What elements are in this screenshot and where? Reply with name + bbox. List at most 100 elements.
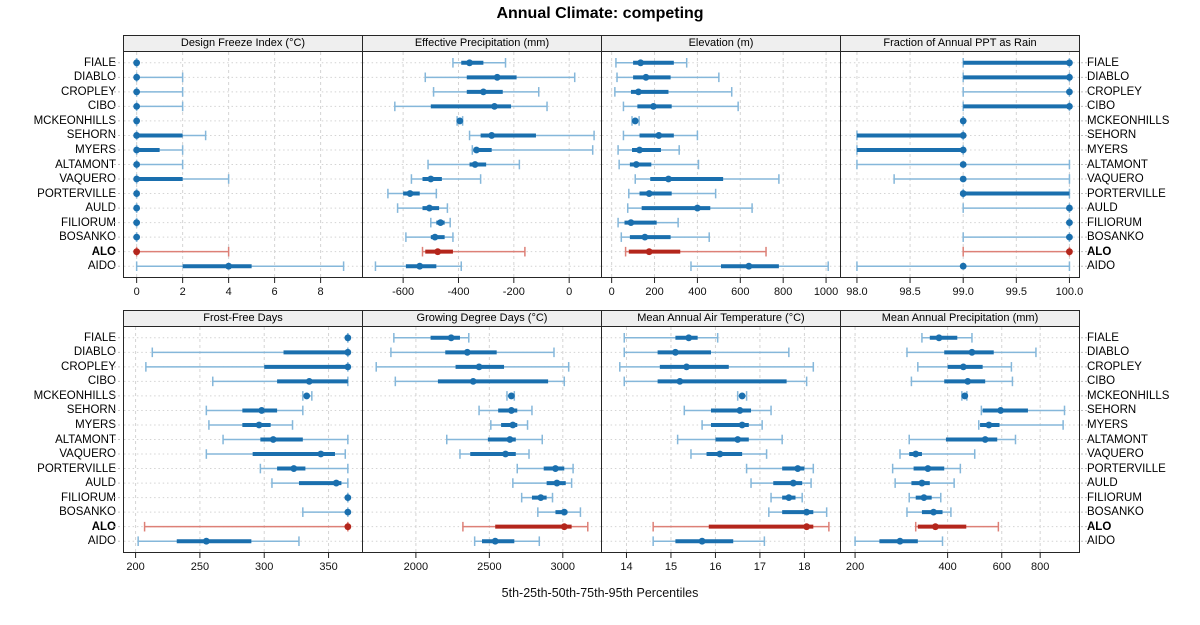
axis-tick-label: 8 <box>318 286 324 298</box>
panel-3 <box>840 51 1080 278</box>
median-dot <box>133 132 141 139</box>
x-axis-label: 5th-25th-50th-75th-95th Percentiles <box>501 586 699 600</box>
median-dot <box>959 363 967 371</box>
axis-tick-label: 250 <box>191 561 209 573</box>
median-dot <box>344 508 352 516</box>
site-label-right-porterville: PORTERVILLE <box>1087 462 1166 475</box>
median-dot <box>475 363 483 371</box>
median-dot <box>1066 88 1073 96</box>
site-label-left-porterville: PORTERVILLE <box>37 462 116 475</box>
panel-2 <box>601 51 841 278</box>
site-label-left-cibo: CIBO <box>87 375 116 388</box>
site-label-right-aido: AIDO <box>1087 260 1116 273</box>
axis-tick-label: 200 <box>126 561 144 573</box>
axis-tick-label: 350 <box>319 561 337 573</box>
site-label-right-vaquero: VAQUERO <box>1087 448 1144 461</box>
chart-title: Annual Climate: competing <box>496 5 704 22</box>
panel-6 <box>601 326 841 553</box>
median-dot <box>488 132 496 139</box>
site-label-left-fiale: FIALE <box>84 56 116 69</box>
median-dot <box>632 161 640 168</box>
site-label-left-sehorn: SEHORN <box>66 129 116 142</box>
x-axis: 14 15 16 17 18 <box>620 553 811 573</box>
axis-tick-label: 800 <box>774 286 792 298</box>
median-dot <box>133 161 141 168</box>
median-dot <box>794 465 802 472</box>
median-dot <box>631 117 639 125</box>
site-label-left-alo: ALO <box>91 520 116 533</box>
median-dot <box>698 537 706 545</box>
site-label-right-cibo: CIBO <box>1087 100 1116 113</box>
median-dot <box>959 117 967 125</box>
site-label-left-altamont: ALTAMONT <box>55 433 116 446</box>
median-dot <box>426 204 433 212</box>
median-dot <box>959 262 967 270</box>
median-dot <box>676 377 684 385</box>
median-dot <box>258 407 266 414</box>
median-dot <box>560 523 568 531</box>
panel-strip-title: Growing Degree Days (°C) <box>362 310 602 327</box>
median-dot <box>931 523 939 531</box>
median-dot <box>469 377 477 385</box>
median-dot <box>255 421 263 429</box>
panel-plot-area <box>363 52 601 277</box>
median-dot <box>641 233 649 241</box>
median-dot <box>920 494 928 502</box>
site-label-right-sehorn: SEHORN <box>1087 129 1137 142</box>
site-label-right-diablo: DIABLO <box>1087 346 1130 359</box>
site-label-left-diablo: DIABLO <box>73 346 116 359</box>
site-label-right-altamont: ALTAMONT <box>1087 158 1148 171</box>
panel-strip-title: Elevation (m) <box>601 35 841 52</box>
median-dot <box>803 508 811 516</box>
site-label-left-cropley: CROPLEY <box>61 360 116 373</box>
median-dot <box>745 262 753 270</box>
axis-tick-label: -600 <box>392 286 414 298</box>
median-dot <box>509 421 517 429</box>
median-dot <box>537 494 545 502</box>
axis-tick-label: 17 <box>754 561 766 573</box>
site-label-right-auld: AULD <box>1087 477 1118 490</box>
site-label-right-fiale: FIALE <box>1087 56 1119 69</box>
panel-plot-area <box>124 52 362 277</box>
median-dot <box>642 73 650 81</box>
axis-tick-label: 6 <box>272 286 278 298</box>
axis-tick-label: 400 <box>688 286 706 298</box>
site-label-left-aido: AIDO <box>87 260 116 273</box>
median-dot <box>317 450 325 458</box>
site-label-left-cibo: CIBO <box>87 100 116 113</box>
panel-plot-area <box>841 52 1079 277</box>
median-dot <box>981 436 989 443</box>
site-label-right-porterville: PORTERVILLE <box>1087 187 1166 200</box>
median-dot <box>344 523 352 531</box>
site-label-right-altamont: ALTAMONT <box>1087 433 1148 446</box>
axis-tick-label: 100.0 <box>1056 286 1084 298</box>
axis-tick-label: 2500 <box>477 561 501 573</box>
median-dot <box>789 479 797 487</box>
axis-tick-label: 1000 <box>814 286 838 298</box>
median-dot <box>803 523 811 531</box>
median-dot <box>959 161 967 168</box>
site-label-left-altamont: ALTAMONT <box>55 158 116 171</box>
panel-strip-title: Effective Precipitation (mm) <box>362 35 602 52</box>
median-dot <box>133 233 141 241</box>
site-label-right-sehorn: SEHORN <box>1087 404 1137 417</box>
site-label-left-fiale: FIALE <box>84 331 116 344</box>
median-dot <box>964 377 972 385</box>
median-dot <box>959 132 967 139</box>
median-dot <box>650 102 657 110</box>
panel-4 <box>123 326 363 553</box>
site-label-left-sehorn: SEHORN <box>66 404 116 417</box>
median-dot <box>303 392 311 400</box>
site-label-right-bosanko: BOSANKO <box>1087 231 1144 244</box>
panel-plot-area <box>602 52 840 277</box>
axis-tick-label: 0 <box>609 286 615 298</box>
median-dot <box>344 348 352 356</box>
axis-tick-label: 0 <box>566 286 572 298</box>
axis-tick-label: -400 <box>447 286 469 298</box>
site-label-right-bosanko: BOSANKO <box>1087 506 1144 519</box>
median-dot <box>502 450 509 458</box>
site-label-left-bosanko: BOSANKO <box>59 231 116 244</box>
site-label-left-mckeonhills: MCKEONHILLS <box>33 114 116 127</box>
site-label-left-aido: AIDO <box>87 535 116 548</box>
site-label-right-auld: AULD <box>1087 202 1118 215</box>
